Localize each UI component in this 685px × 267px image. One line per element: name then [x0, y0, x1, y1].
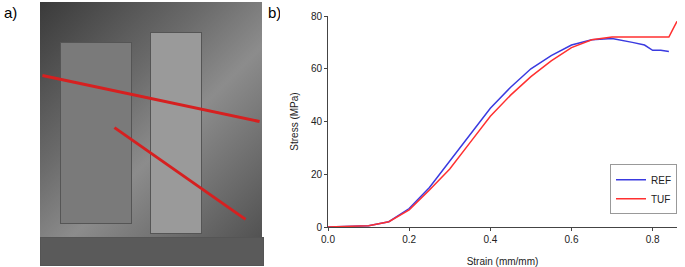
svg-text:0.8: 0.8 [646, 234, 660, 245]
svg-text:0.6: 0.6 [565, 234, 579, 245]
svg-text:0.2: 0.2 [402, 234, 416, 245]
svg-text:40: 40 [311, 116, 323, 127]
html-text:a): a) [4, 4, 18, 21]
svg-text:REF: REF [651, 175, 671, 186]
svg-text:60: 60 [311, 63, 323, 74]
svg-text:20: 20 [311, 169, 323, 180]
svg-text:TUF: TUF [651, 194, 670, 205]
svg-text:0.0: 0.0 [321, 234, 335, 245]
svg-text:0: 0 [316, 222, 322, 233]
svg-text:Strain (mm/mm): Strain (mm/mm) [467, 256, 539, 267]
svg-text:0.4: 0.4 [483, 234, 497, 245]
svg-text:80: 80 [311, 11, 323, 22]
html-text:b): b) [268, 4, 282, 21]
svg-text:Stress (MPa): Stress (MPa) [289, 92, 300, 150]
